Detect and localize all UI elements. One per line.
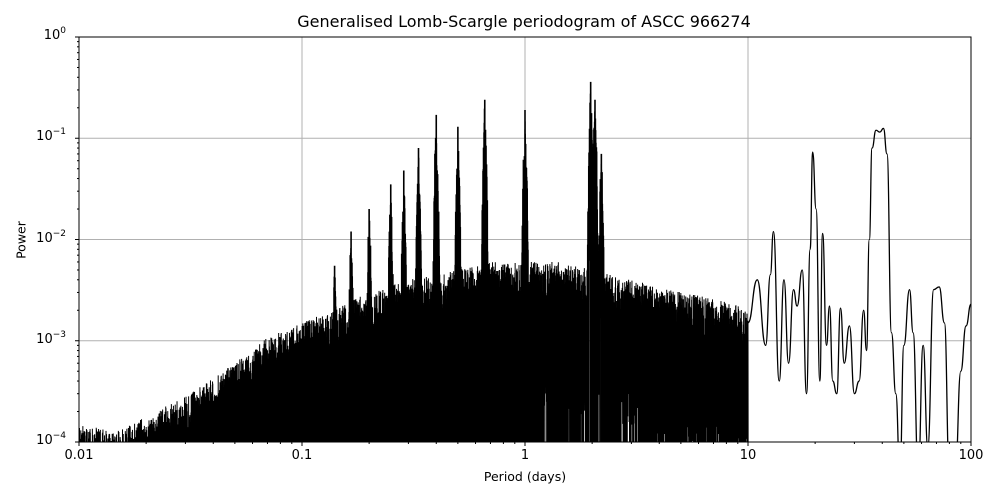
axes-frame bbox=[75, 36, 972, 446]
x-axis-label: Period (days) bbox=[483, 469, 567, 484]
y-tick-label: 100 bbox=[43, 26, 66, 44]
y-axis-label: Power bbox=[13, 221, 29, 259]
chart-title: Generalised Lomb-Scargle periodogram of … bbox=[297, 12, 751, 31]
x-tick-label: 0.1 bbox=[291, 448, 313, 463]
x-tick-label: 1 bbox=[520, 448, 530, 463]
x-tick-label: 0.01 bbox=[64, 448, 94, 463]
y-tick-label: 10−4 bbox=[36, 431, 66, 449]
x-tick-label: 10 bbox=[739, 448, 757, 463]
y-tick-label: 10−2 bbox=[36, 228, 66, 246]
y-tick-label: 10−3 bbox=[36, 329, 66, 347]
power-series bbox=[79, 81, 971, 442]
x-tick-label: 100 bbox=[958, 448, 984, 463]
y-tick-label: 10−1 bbox=[36, 127, 66, 145]
